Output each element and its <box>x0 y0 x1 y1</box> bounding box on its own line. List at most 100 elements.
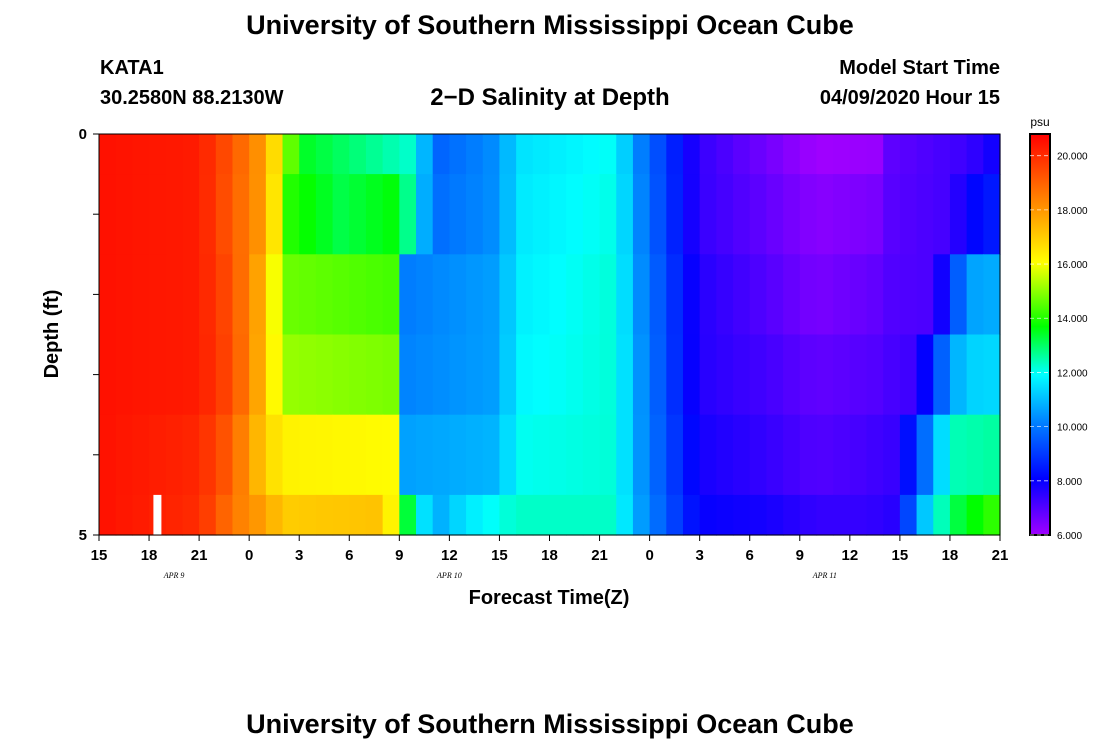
chart-subtitle: 2−D Salinity at Depth <box>430 84 670 111</box>
heatmap-cell <box>983 174 1001 255</box>
heatmap-cell <box>449 414 467 496</box>
heatmap-cell <box>949 254 968 336</box>
heatmap-cell <box>916 334 934 416</box>
heatmap-cell <box>666 494 684 536</box>
heatmap-cell <box>432 254 450 336</box>
heatmap-cell <box>466 494 484 536</box>
heatmap-cell <box>699 134 717 175</box>
heatmap-cell <box>365 494 384 536</box>
heatmap-cell <box>766 334 784 416</box>
heatmap-cell <box>132 334 150 416</box>
heatmap-cell <box>899 414 918 496</box>
heatmap-cell <box>682 334 701 416</box>
heatmap-cell <box>365 334 384 416</box>
heatmap-cell <box>966 414 984 496</box>
heatmap-cell <box>749 254 768 336</box>
heatmap-cell <box>799 494 818 536</box>
heatmap-cell <box>99 174 117 255</box>
heatmap-cell <box>866 174 884 255</box>
heatmap-cell <box>382 174 400 255</box>
heatmap-cell <box>766 414 784 496</box>
heatmap-cell <box>382 254 400 336</box>
heatmap-cell <box>416 174 434 255</box>
heatmap-cell <box>532 334 551 416</box>
heatmap-cell <box>299 174 317 255</box>
heatmap-cell <box>299 414 317 496</box>
station-coordinates: 30.2580N 88.2130W <box>100 87 284 109</box>
page-title: University of Southern Mississippi Ocean… <box>246 10 854 40</box>
colorbar-tick-label: 18.000 <box>1057 206 1088 217</box>
heatmap-cell <box>315 414 334 496</box>
heatmap-cell <box>115 494 133 536</box>
heatmap-cell <box>833 174 851 255</box>
heatmap-cell <box>983 134 1001 175</box>
heatmap-cell <box>549 414 567 496</box>
heatmap-cell <box>549 134 567 175</box>
heatmap-cell <box>899 254 918 336</box>
y-axis: 05 <box>79 126 99 544</box>
heatmap-cell <box>582 494 601 536</box>
heatmap-cell <box>783 254 801 336</box>
heatmap-cell <box>532 134 551 175</box>
heatmap-cell <box>432 494 450 536</box>
heatmap-cell <box>699 254 717 336</box>
heatmap-cell <box>466 254 484 336</box>
heatmap-cell <box>783 494 801 536</box>
heatmap-cell <box>182 414 200 496</box>
heatmap-cell <box>499 254 517 336</box>
heatmap-cell <box>482 414 501 496</box>
heatmap-cell <box>599 334 617 416</box>
colorbar-tick-label: 14.000 <box>1057 314 1088 325</box>
heatmap-cell <box>666 414 684 496</box>
heatmap-cell <box>165 334 184 416</box>
x-tick-label: 18 <box>141 547 158 564</box>
x-tick-label: 15 <box>491 547 508 564</box>
heatmap-cell <box>699 414 717 496</box>
colorbar-tick-label: 16.000 <box>1057 260 1088 271</box>
heatmap-cell <box>749 494 768 536</box>
heatmap-cell <box>265 134 284 175</box>
heatmap-cell <box>949 414 968 496</box>
heatmap-cell <box>182 254 200 336</box>
heatmap-cell <box>516 414 534 496</box>
heatmap-cell <box>349 494 367 536</box>
heatmap-cell <box>816 494 834 536</box>
heatmap-cell <box>582 134 601 175</box>
heatmap-cell <box>265 174 284 255</box>
heatmap-cell <box>282 414 300 496</box>
data-marker <box>153 494 162 535</box>
x-tick-label: 3 <box>295 547 303 564</box>
heatmap-cell <box>983 414 1001 496</box>
heatmap-cell <box>199 254 217 336</box>
heatmap-cell <box>866 334 884 416</box>
heatmap-cell <box>549 334 567 416</box>
heatmap-cell <box>566 174 584 255</box>
heatmap-cell <box>749 334 768 416</box>
heatmap-cell <box>282 494 300 536</box>
colorbar: psu 20.000 18.000 16.000 14.000 12.000 10.000… <box>1029 115 1088 542</box>
heatmap-cell <box>532 494 551 536</box>
heatmap-cell <box>232 494 250 536</box>
date-label: APR 9 <box>163 571 185 580</box>
heatmap-cell <box>299 134 317 175</box>
heatmap-cell <box>516 174 534 255</box>
colorbar-tick-label: 8.000 <box>1057 477 1082 488</box>
heatmap-cell <box>265 334 284 416</box>
x-tick-label: 6 <box>345 547 353 564</box>
heatmap-cell <box>616 254 634 336</box>
heatmap-cell <box>332 174 350 255</box>
heatmap-cell <box>199 334 217 416</box>
heatmap-cell <box>249 134 267 175</box>
heatmap-cell <box>516 134 534 175</box>
colorbar-ticks: 20.000 18.000 16.000 14.000 12.000 10.000 8.00… <box>1030 152 1088 542</box>
footer-title: University of Southern Mississippi Ocean… <box>246 709 854 739</box>
heatmap-cell <box>349 134 367 175</box>
heatmap-cell <box>149 254 167 336</box>
heatmap-cell <box>315 174 334 255</box>
heatmap-cell <box>833 334 851 416</box>
x-tick-label: 18 <box>541 547 558 564</box>
heatmap-cell <box>933 254 951 336</box>
heatmap-cell <box>265 414 284 496</box>
heatmap-cell <box>833 494 851 536</box>
heatmap-cell <box>249 334 267 416</box>
